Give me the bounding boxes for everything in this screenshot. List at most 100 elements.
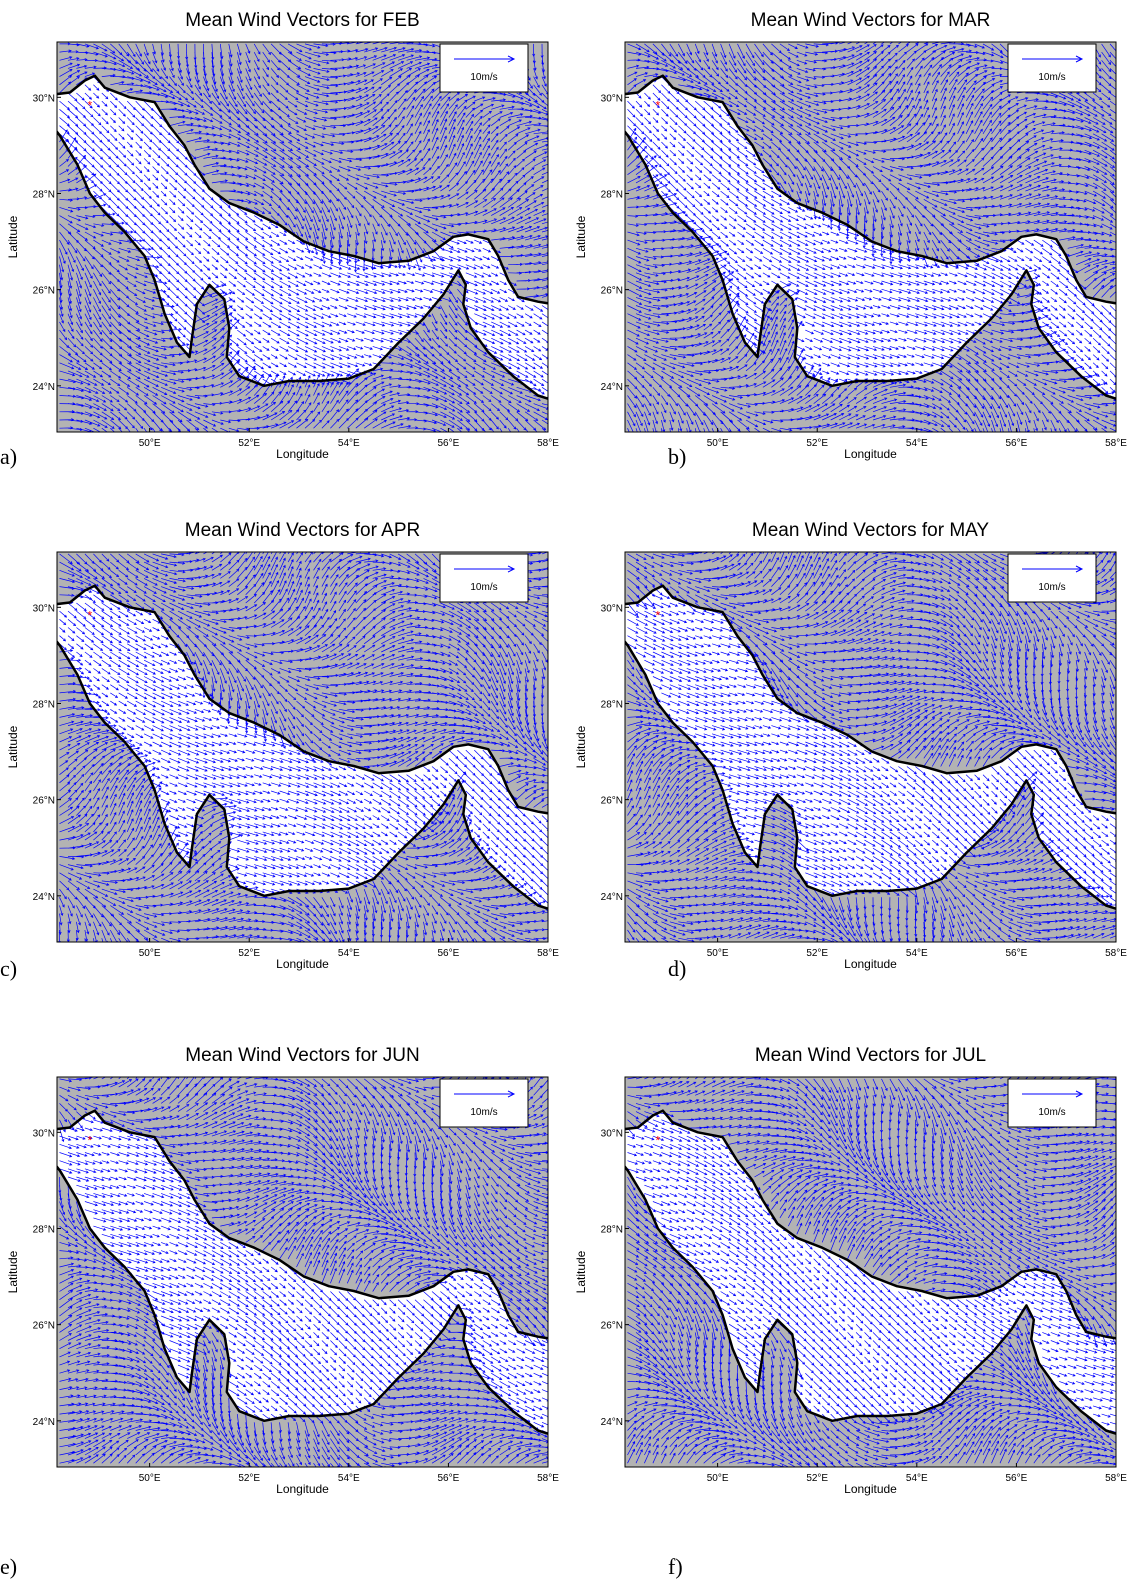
x-tick-label: 54°E [906, 438, 928, 449]
y-tick-label: 24°N [601, 1417, 623, 1428]
x-tick-label: 52°E [806, 1473, 828, 1484]
x-tick-label: 50°E [707, 948, 729, 959]
legend-arrow-head [507, 565, 516, 573]
y-tick-label: 28°N [601, 1224, 623, 1235]
legend-label: 10m/s [1038, 72, 1065, 83]
panel-label: b) [668, 444, 686, 469]
wind-vectors [627, 1077, 1116, 1467]
legend-box [439, 43, 529, 93]
x-tick-label: 58°E [537, 438, 559, 449]
y-tick-label: 24°N [33, 892, 55, 903]
legend-arrow-head [1075, 1090, 1084, 1098]
station-marker: * [656, 98, 661, 112]
y-axis-label: Latitude [6, 215, 20, 258]
x-tick-label: 52°E [238, 438, 260, 449]
legend-arrow-head [507, 55, 516, 63]
map-body: * [625, 42, 1116, 432]
x-tick-label: 58°E [1105, 948, 1127, 959]
y-tick-label: 30°N [601, 603, 623, 614]
panel-title: Mean Wind Vectors for APR [185, 520, 421, 541]
coastline [57, 1109, 548, 1436]
coastline [57, 74, 548, 401]
coastline [625, 584, 1116, 911]
legend-label: 10m/s [470, 1107, 497, 1118]
map-panel: * 10m/s 50°E 52°E 54°E 56°E 58°E 24°N 26°N 28°N 30… [0, 520, 559, 981]
y-axis-label: Latitude [6, 1250, 20, 1293]
x-tick-label: 56°E [438, 1473, 460, 1484]
y-tick-label: 28°N [33, 1224, 55, 1235]
y-tick-label: 24°N [33, 1417, 55, 1428]
legend-label: 10m/s [470, 582, 497, 593]
x-tick-label: 54°E [906, 1473, 928, 1484]
wind-vectors [627, 42, 1116, 432]
y-axis-label: Latitude [574, 215, 588, 258]
sea [625, 75, 1116, 399]
panel-label: c) [0, 956, 17, 981]
y-tick-label: 24°N [601, 382, 623, 393]
sea [625, 585, 1116, 909]
legend-box [1007, 1078, 1097, 1128]
map-body: * [57, 42, 548, 432]
x-axis-label: Longitude [844, 1482, 897, 1496]
panel-label: d) [668, 956, 686, 981]
x-axis-label: Longitude [276, 957, 329, 971]
legend-label: 10m/s [1038, 582, 1065, 593]
x-tick-label: 56°E [1006, 1473, 1028, 1484]
x-tick-label: 50°E [707, 438, 729, 449]
map-panel: * 10m/s 50°E 52°E 54°E 56°E 58°E 24°N 26°N 28°N 30… [574, 10, 1127, 469]
map-panel: * 10m/s 50°E 52°E 54°E 56°E 58°E 24°N 26°N 28°N 30… [574, 520, 1127, 981]
y-tick-label: 24°N [601, 892, 623, 903]
y-tick-label: 28°N [601, 699, 623, 710]
y-tick-label: 26°N [601, 286, 623, 297]
x-tick-label: 58°E [1105, 1473, 1127, 1484]
y-tick-label: 30°N [33, 603, 55, 614]
map-body: * [625, 552, 1116, 942]
y-tick-label: 30°N [601, 93, 623, 104]
x-tick-label: 58°E [1105, 438, 1127, 449]
frame [56, 41, 549, 433]
legend-arrow-head [1075, 55, 1084, 63]
coastline [57, 584, 548, 911]
x-tick-label: 56°E [438, 438, 460, 449]
y-axis-label: Latitude [6, 725, 20, 768]
legend-box [1007, 553, 1097, 603]
x-tick-label: 52°E [806, 438, 828, 449]
y-axis-label: Latitude [574, 1250, 588, 1293]
frame [624, 551, 1117, 943]
legend-arrow-head [507, 1090, 516, 1098]
station-marker: * [88, 608, 93, 622]
panel-label: a) [0, 444, 17, 469]
x-tick-label: 58°E [537, 1473, 559, 1484]
panel-title: Mean Wind Vectors for JUL [755, 1045, 986, 1066]
x-axis-label: Longitude [844, 447, 897, 461]
map-panel: * 10m/s 50°E 52°E 54°E 56°E 58°E 24°N 26°N 28°N 30… [0, 10, 559, 469]
x-tick-label: 52°E [238, 1473, 260, 1484]
wind-vectors [58, 1077, 548, 1467]
x-tick-label: 58°E [537, 948, 559, 959]
x-tick-label: 50°E [139, 948, 161, 959]
map-body: * [57, 1077, 548, 1467]
map-panel: * 10m/s 50°E 52°E 54°E 56°E 58°E 24°N 26°N 28°N 30… [0, 1045, 559, 1579]
station-marker: * [88, 1133, 93, 1147]
x-tick-label: 54°E [338, 1473, 360, 1484]
legend-arrow-head [1075, 565, 1084, 573]
map-body: * [57, 552, 548, 942]
frame [624, 41, 1117, 433]
sea [57, 75, 548, 399]
x-tick-label: 56°E [438, 948, 460, 959]
y-tick-label: 24°N [33, 382, 55, 393]
y-tick-label: 26°N [601, 796, 623, 807]
x-axis-label: Longitude [844, 957, 897, 971]
y-tick-label: 28°N [33, 699, 55, 710]
x-axis-label: Longitude [276, 447, 329, 461]
y-tick-label: 30°N [33, 1128, 55, 1139]
x-tick-label: 50°E [139, 1473, 161, 1484]
frame [56, 551, 549, 943]
station-marker: * [656, 608, 661, 622]
sea [625, 1110, 1116, 1434]
frame [56, 1076, 549, 1468]
y-tick-label: 26°N [601, 1321, 623, 1332]
legend-box [1007, 43, 1097, 93]
